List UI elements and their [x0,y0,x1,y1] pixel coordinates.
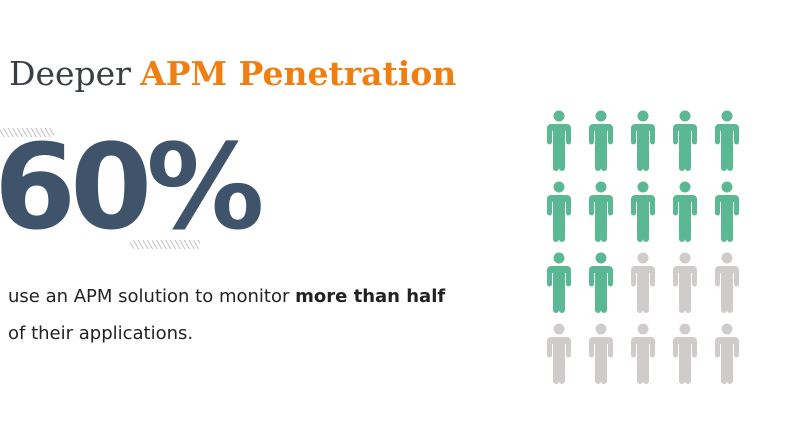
person-icon [673,110,697,171]
stat-description: use an APM solution to monitor more than… [8,278,445,352]
person-icon [547,181,571,242]
person-icon [673,323,697,384]
person-icon [631,110,655,171]
hatch-divider-bottom [130,240,200,249]
person-icon [715,252,739,313]
person-icon [547,323,571,384]
title-accent: APM Penetration [140,54,457,93]
stat-value: 60% [0,118,264,256]
title-lead: Deeper [9,54,131,93]
hatch-divider-top [0,128,54,137]
person-icon [589,110,613,171]
person-icon [589,181,613,242]
person-icon [673,181,697,242]
person-icon [631,252,655,313]
person-icon [589,323,613,384]
stat-description-line-2: of their applications. [8,323,194,344]
person-icon [673,252,697,313]
person-icon [715,181,739,242]
person-icon [547,252,571,313]
person-icon [715,110,739,171]
person-icon [631,323,655,384]
person-icon [715,323,739,384]
person-icon [631,181,655,242]
stat-description-line-1: use an APM solution to monitor more than… [8,278,445,315]
stat-description-bold: more than half [295,286,446,307]
page-title: Deeper APM Penetration [9,54,456,94]
person-icon [547,110,571,171]
people-pictogram [544,110,749,384]
stat-description-plain: use an APM solution to monitor [8,286,290,307]
person-icon [589,252,613,313]
